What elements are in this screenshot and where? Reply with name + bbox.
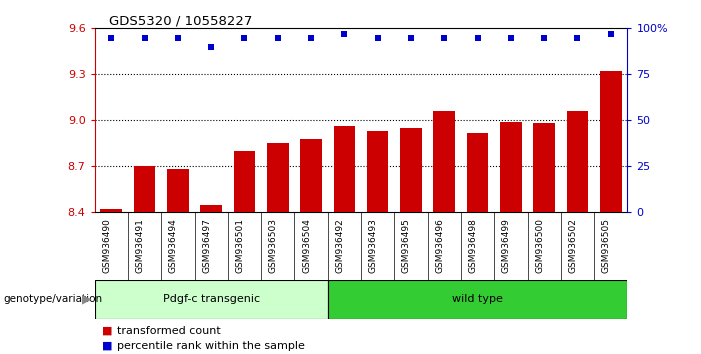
Point: [505, 35, 517, 40]
Bar: [367, 131, 388, 212]
Text: GSM936494: GSM936494: [169, 218, 178, 273]
Text: GSM936498: GSM936498: [468, 218, 477, 273]
Bar: [467, 133, 489, 212]
Bar: [600, 71, 622, 212]
Bar: [233, 151, 255, 212]
Text: genotype/variation: genotype/variation: [4, 294, 102, 304]
Text: GSM936493: GSM936493: [369, 218, 378, 273]
Point: [572, 35, 583, 40]
Text: GSM936500: GSM936500: [535, 218, 544, 273]
Point: [605, 31, 616, 37]
Text: GDS5320 / 10558227: GDS5320 / 10558227: [109, 14, 252, 27]
Point: [372, 35, 383, 40]
Text: GSM936490: GSM936490: [102, 218, 111, 273]
Point: [106, 35, 117, 40]
Point: [172, 35, 184, 40]
Bar: [200, 205, 222, 212]
Text: GSM936491: GSM936491: [135, 218, 144, 273]
Text: GSM936492: GSM936492: [335, 218, 344, 273]
Point: [306, 35, 317, 40]
Bar: [327, 280, 627, 319]
Text: GSM936502: GSM936502: [569, 218, 578, 273]
Point: [538, 35, 550, 40]
Text: Pdgf-c transgenic: Pdgf-c transgenic: [163, 294, 260, 304]
Point: [139, 35, 150, 40]
Text: GSM936501: GSM936501: [236, 218, 245, 273]
Text: wild type: wild type: [452, 294, 503, 304]
Point: [405, 35, 416, 40]
Text: GSM936505: GSM936505: [601, 218, 611, 273]
Text: ▶: ▶: [81, 293, 91, 306]
Bar: [334, 126, 355, 212]
Bar: [400, 128, 422, 212]
Bar: [100, 209, 122, 212]
Bar: [134, 166, 156, 212]
Text: transformed count: transformed count: [117, 326, 221, 336]
Point: [339, 31, 350, 37]
Bar: [267, 143, 289, 212]
Point: [205, 44, 217, 50]
Bar: [95, 280, 327, 319]
Point: [472, 35, 483, 40]
Text: ■: ■: [102, 326, 112, 336]
Bar: [167, 170, 189, 212]
Text: GSM936499: GSM936499: [502, 218, 511, 273]
Point: [439, 35, 450, 40]
Bar: [300, 139, 322, 212]
Point: [239, 35, 250, 40]
Bar: [566, 111, 588, 212]
Text: GSM936495: GSM936495: [402, 218, 411, 273]
Text: GSM936496: GSM936496: [435, 218, 444, 273]
Bar: [433, 111, 455, 212]
Text: GSM936503: GSM936503: [268, 218, 278, 273]
Bar: [533, 124, 555, 212]
Text: ■: ■: [102, 341, 112, 351]
Bar: [500, 122, 522, 212]
Text: GSM936497: GSM936497: [202, 218, 211, 273]
Text: GSM936504: GSM936504: [302, 218, 311, 273]
Point: [272, 35, 283, 40]
Text: percentile rank within the sample: percentile rank within the sample: [117, 341, 305, 351]
